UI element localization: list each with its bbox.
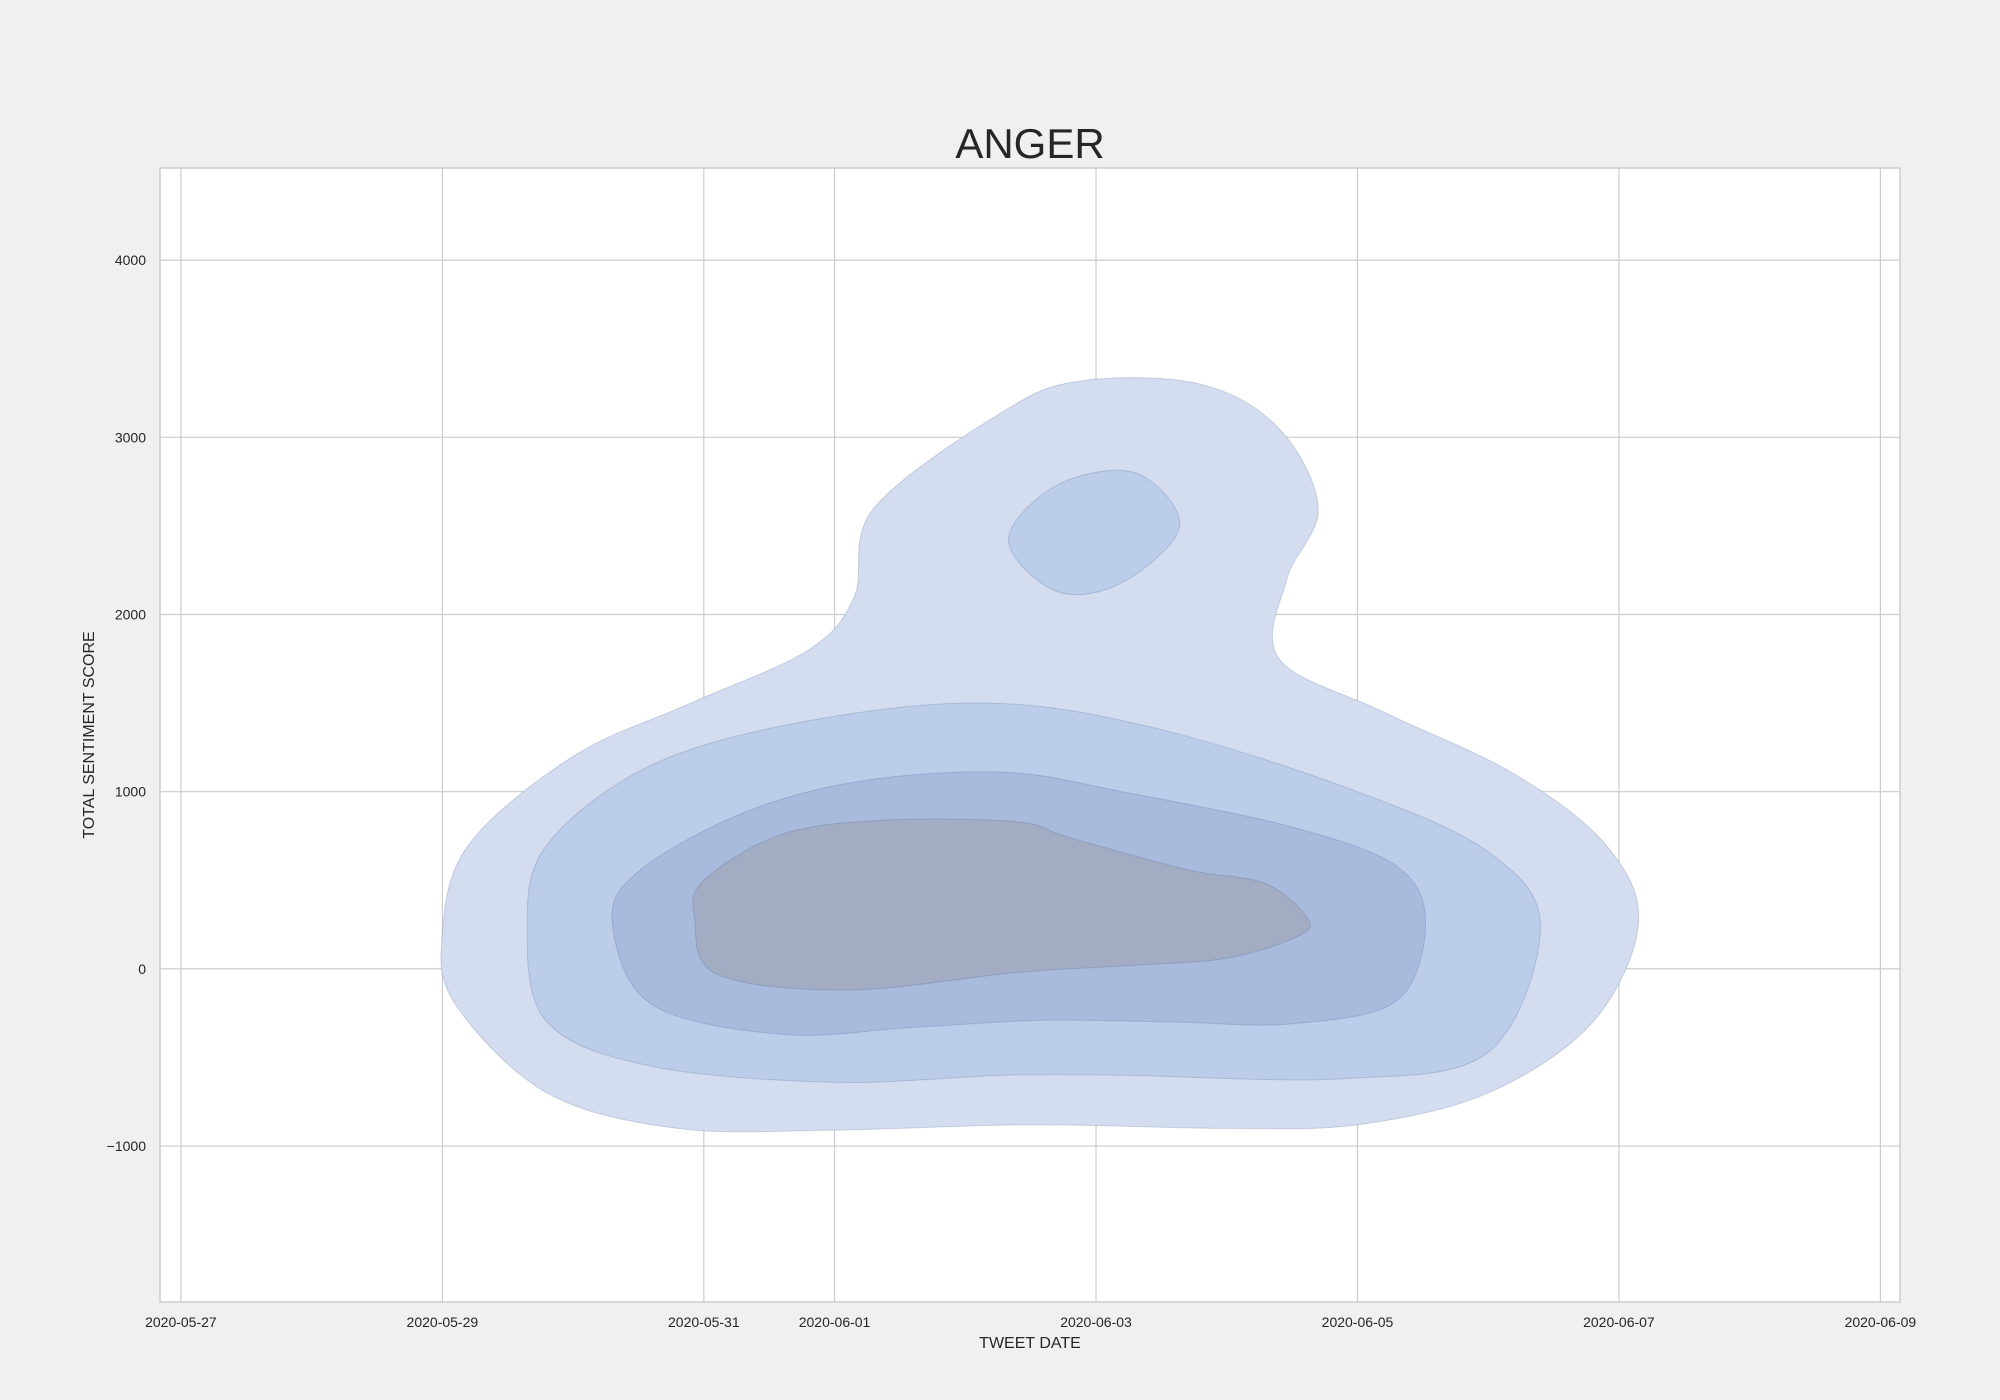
x-tick-label: 2020-06-07 bbox=[1583, 1314, 1655, 1330]
y-tick-labels: −1000 0 1000 2000 3000 4000 bbox=[107, 252, 147, 1154]
x-tick-label: 2020-06-05 bbox=[1322, 1314, 1394, 1330]
x-tick-label: 2020-06-09 bbox=[1845, 1314, 1917, 1330]
x-tick-labels: 2020-05-27 2020-05-29 2020-05-31 2020-06-01… bbox=[145, 1314, 1916, 1330]
y-tick-label: 3000 bbox=[115, 429, 146, 445]
chart-title: ANGER bbox=[955, 120, 1104, 167]
y-tick-label: 0 bbox=[138, 961, 146, 977]
x-tick-label: 2020-06-03 bbox=[1060, 1314, 1132, 1330]
x-tick-label: 2020-05-29 bbox=[407, 1314, 479, 1330]
density-contours bbox=[440, 377, 1640, 1133]
y-tick-label: 1000 bbox=[115, 784, 146, 800]
x-tick-label: 2020-05-31 bbox=[668, 1314, 740, 1330]
x-tick-label: 2020-06-01 bbox=[799, 1314, 871, 1330]
density-contour-level-5 bbox=[692, 818, 1311, 991]
y-axis-label: TOTAL SENTIMENT SCORE bbox=[81, 631, 98, 838]
x-tick-label: 2020-05-27 bbox=[145, 1314, 217, 1330]
x-axis-label: TWEET DATE bbox=[979, 1335, 1081, 1352]
y-tick-label: 4000 bbox=[115, 252, 146, 268]
y-tick-label: 2000 bbox=[115, 607, 146, 623]
density-contour-level-2 bbox=[1007, 469, 1181, 596]
y-tick-label: −1000 bbox=[107, 1138, 147, 1154]
plot-border bbox=[159, 167, 1901, 1303]
